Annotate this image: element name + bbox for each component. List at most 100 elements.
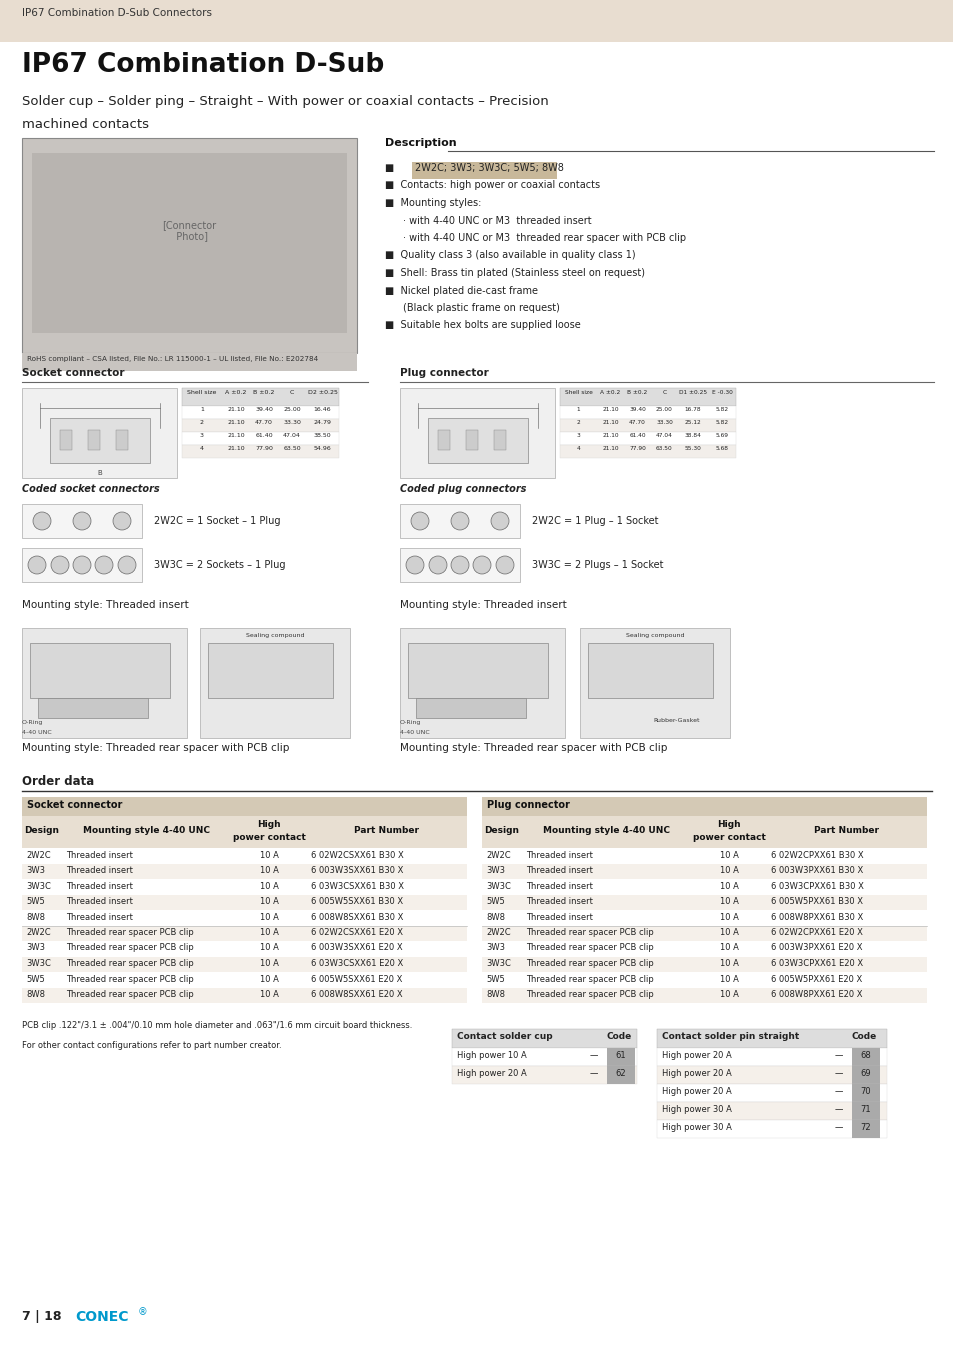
Text: 6 005W5SXX61 B30 X: 6 005W5SXX61 B30 X [311, 896, 402, 906]
Bar [399, 548, 519, 582]
Text: B ±0.2: B ±0.2 [253, 390, 274, 396]
Circle shape [51, 556, 69, 574]
Text: 54.96: 54.96 [314, 446, 331, 451]
Text: 8W8: 8W8 [485, 990, 504, 999]
Bar [657, 1048, 886, 1067]
Text: 2W2C = 1 Socket – 1 Plug: 2W2C = 1 Socket – 1 Plug [153, 516, 280, 526]
Text: 6 02W2CPXX61 E20 X: 6 02W2CPXX61 E20 X [770, 927, 862, 937]
Bar [22, 352, 356, 371]
Text: 21.10: 21.10 [227, 433, 245, 437]
Text: Threaded insert: Threaded insert [525, 850, 593, 860]
Bar [22, 138, 356, 352]
Text: 21.10: 21.10 [227, 406, 245, 412]
Text: Plug connector: Plug connector [399, 369, 488, 378]
Text: High power 30 A: High power 30 A [661, 1123, 731, 1133]
Bar [208, 643, 333, 698]
Text: 25.00: 25.00 [656, 406, 672, 412]
Bar [851, 1048, 879, 1067]
Bar [559, 418, 735, 432]
Text: 10 A: 10 A [259, 975, 278, 984]
Text: 5.82: 5.82 [715, 406, 728, 412]
Bar [481, 864, 926, 879]
Text: Threaded rear spacer PCB clip: Threaded rear spacer PCB clip [66, 944, 193, 953]
Text: Solder cup – Solder ping – Straight – With power or coaxial contacts – Precision: Solder cup – Solder ping – Straight – Wi… [22, 95, 548, 108]
Text: ■: ■ [385, 163, 400, 173]
Text: 2W2C = 1 Plug – 1 Socket: 2W2C = 1 Plug – 1 Socket [532, 516, 658, 526]
Text: Socket connector: Socket connector [27, 801, 122, 810]
Text: 70: 70 [860, 1087, 870, 1096]
Bar [416, 698, 525, 718]
Text: ■  Shell: Brass tin plated (Stainless steel on request): ■ Shell: Brass tin plated (Stainless ste… [385, 269, 644, 278]
Text: C: C [661, 390, 666, 396]
Text: D1 ±0.25: D1 ±0.25 [679, 390, 706, 396]
Text: 6 02W2CSXX61 E20 X: 6 02W2CSXX61 E20 X [311, 927, 402, 937]
Text: Threaded rear spacer PCB clip: Threaded rear spacer PCB clip [66, 927, 193, 937]
Text: B ±0.2: B ±0.2 [627, 390, 647, 396]
Text: 71: 71 [860, 1106, 870, 1114]
Text: 61.40: 61.40 [254, 433, 273, 437]
Bar [851, 1066, 879, 1084]
Bar [50, 418, 150, 463]
Text: 21.10: 21.10 [601, 433, 618, 437]
Text: 21.10: 21.10 [601, 420, 618, 425]
Text: ■  Nickel plated die-cast frame: ■ Nickel plated die-cast frame [385, 285, 537, 296]
Text: —: — [834, 1106, 842, 1114]
Text: 2: 2 [576, 420, 579, 425]
Text: 33.30: 33.30 [656, 420, 672, 425]
Bar [399, 387, 555, 478]
Text: E -0.30: E -0.30 [711, 390, 732, 396]
Text: PCB clip .122"/3.1 ± .004"/0.10 mm hole diameter and .063"/1.6 mm circuit board : PCB clip .122"/3.1 ± .004"/0.10 mm hole … [22, 1021, 412, 1030]
Bar [22, 879, 467, 895]
Text: 6 03W3CSXX61 E20 X: 6 03W3CSXX61 E20 X [311, 958, 402, 968]
Bar [452, 1048, 637, 1067]
Text: Mounting style 4-40 UNC: Mounting style 4-40 UNC [542, 826, 669, 836]
Text: 5W5: 5W5 [26, 975, 45, 984]
Bar [481, 941, 926, 957]
Bar [481, 910, 926, 926]
Text: 3W3: 3W3 [485, 865, 504, 875]
Text: 10 A: 10 A [259, 913, 278, 922]
Text: 6 003W3SXX61 B30 X: 6 003W3SXX61 B30 X [311, 865, 403, 875]
Text: 3W3C = 2 Sockets – 1 Plug: 3W3C = 2 Sockets – 1 Plug [153, 560, 285, 570]
Bar [559, 387, 735, 405]
Text: 47.04: 47.04 [283, 433, 300, 437]
Bar [38, 698, 148, 718]
Text: 10 A: 10 A [259, 958, 278, 968]
Text: —: — [834, 1087, 842, 1096]
Text: 2W2C: 2W2C [485, 927, 510, 937]
Text: 21.10: 21.10 [227, 420, 245, 425]
Circle shape [406, 556, 423, 574]
Bar [559, 432, 735, 444]
Circle shape [33, 512, 51, 531]
Bar [481, 879, 926, 895]
Bar [657, 1084, 886, 1102]
Bar [182, 432, 338, 444]
Circle shape [411, 512, 429, 531]
Text: 2W2C: 2W2C [26, 850, 51, 860]
Text: Mounting style: Threaded rear spacer with PCB clip: Mounting style: Threaded rear spacer wit… [22, 743, 289, 753]
Text: Threaded insert: Threaded insert [66, 882, 132, 891]
Text: Mounting style 4-40 UNC: Mounting style 4-40 UNC [83, 826, 210, 836]
Text: 6 008W8SXX61 B30 X: 6 008W8SXX61 B30 X [311, 913, 403, 922]
Bar [481, 848, 926, 864]
Text: 69: 69 [860, 1069, 870, 1079]
Text: 6 02W2CPXX61 B30 X: 6 02W2CPXX61 B30 X [770, 850, 862, 860]
Bar [851, 1120, 879, 1138]
Text: ■  Quality class 3 (also available in quality class 1): ■ Quality class 3 (also available in qua… [385, 251, 635, 261]
Text: —: — [834, 1069, 842, 1079]
Bar [22, 987, 467, 1003]
Bar [465, 431, 477, 450]
Text: Code: Code [606, 1031, 632, 1041]
Text: 10 A: 10 A [719, 913, 738, 922]
Text: 3W3: 3W3 [26, 865, 45, 875]
Bar [22, 815, 467, 848]
Text: Mounting style: Threaded insert: Mounting style: Threaded insert [399, 599, 566, 610]
Bar [22, 864, 467, 879]
Bar [22, 972, 467, 987]
Text: 2W2C: 2W2C [485, 850, 510, 860]
Text: 33.30: 33.30 [283, 420, 300, 425]
Bar [437, 431, 450, 450]
Text: Contact solder pin straight: Contact solder pin straight [661, 1031, 799, 1041]
Text: High power 20 A: High power 20 A [661, 1052, 731, 1060]
Text: machined contacts: machined contacts [22, 117, 149, 131]
